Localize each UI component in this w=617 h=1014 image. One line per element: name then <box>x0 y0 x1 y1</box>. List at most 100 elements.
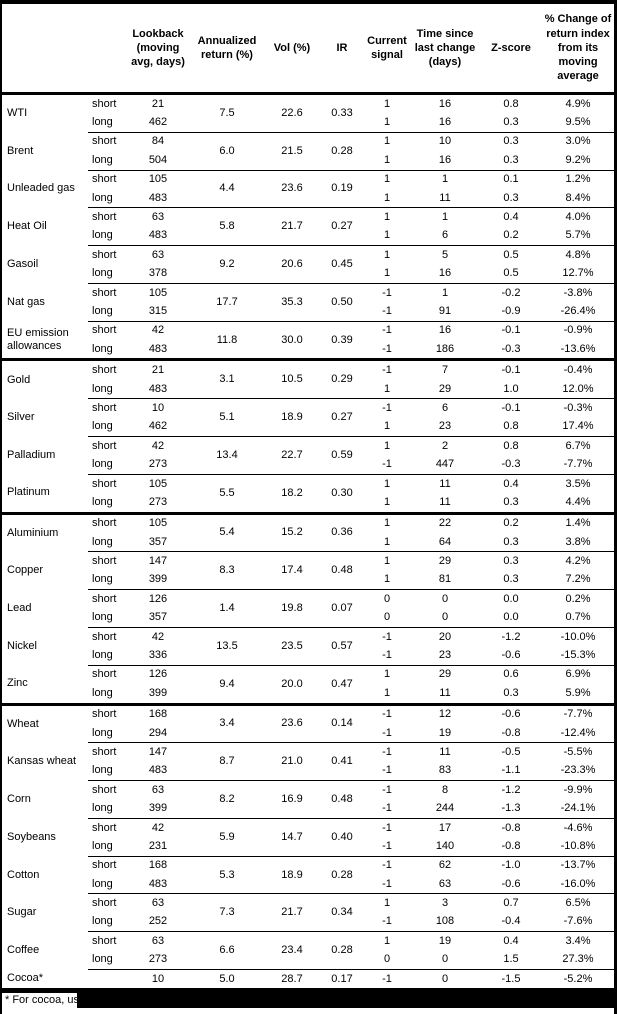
pct-change-value: 12.7% <box>562 267 594 280</box>
commodity-name: WTI <box>7 107 28 120</box>
period-label: long <box>92 116 113 129</box>
period-label: long <box>92 764 113 777</box>
lookback-value: 84 <box>126 131 190 152</box>
table-row: Aluminium short 105 5.4 15.2 0.36 1 22 0.2 1.4% <box>2 511 614 552</box>
table-row: Nickel short 42 13.5 23.5 0.57 -1 20 -1.2 -10.0% <box>2 626 614 666</box>
ir-value: 0.27 <box>320 207 364 246</box>
table-row: long 483 1 29 1.0 12.0% <box>2 380 614 399</box>
days-since-change-value: 19 <box>410 931 480 951</box>
lookback-value: 147 <box>126 742 190 762</box>
table-row: long 399 1 11 0.3 5.9% <box>2 684 614 704</box>
period-label: short <box>88 664 126 685</box>
table-row: long 315 -1 91 -0.9 -26.4% <box>2 302 614 321</box>
annualized-return-value: 5.1 <box>190 398 264 437</box>
ir-value: 0.07 <box>320 589 364 628</box>
days-since-change-value: 10 <box>410 131 480 152</box>
table-row: long 357 1 64 0.3 3.8% <box>2 533 614 552</box>
period-label: long <box>92 611 113 624</box>
table-row: long 483 -1 63 -0.6 -16.0% <box>2 875 614 894</box>
lookback-value: 273 <box>148 495 168 508</box>
pct-change-value: -7.7% <box>542 702 614 724</box>
lookback-value: 21 <box>151 97 165 110</box>
pct-change-value: -7.6% <box>563 915 593 928</box>
commodity-name: Palladium <box>7 448 56 461</box>
lookback-value: 315 <box>148 304 168 317</box>
lookback-value: 273 <box>148 458 168 471</box>
days-since-change-value: 62 <box>410 855 480 876</box>
ir-value: 0.57 <box>320 626 364 666</box>
header-annualized-return: Annualized return (%) <box>190 4 264 95</box>
zscore-value: -0.6 <box>480 702 542 724</box>
table-header: Lookback (moving avg, days) Annualized r… <box>2 4 614 95</box>
lookback-value: 483 <box>148 191 168 204</box>
days-since-change-value: 16 <box>438 116 452 129</box>
zscore-value: 0.3 <box>503 116 519 129</box>
lookback-value: 147 <box>126 551 190 571</box>
current-signal-value: -1 <box>382 802 392 815</box>
lookback-value: 21 <box>126 358 190 380</box>
zscore-value: 0.2 <box>503 229 519 242</box>
table-row: long 462 1 23 0.8 17.4% <box>2 418 614 437</box>
days-since-change-value: 447 <box>435 458 455 471</box>
table-row: long 294 -1 19 -0.8 -12.4% <box>2 724 614 743</box>
ir-value: 0.17 <box>320 968 364 989</box>
period-label: long <box>92 953 113 966</box>
table-row: Coffee short 63 6.6 23.4 0.28 1 19 0.4 3.4% <box>2 931 614 970</box>
ir-value: 0.59 <box>320 436 364 475</box>
days-since-change-value: 16 <box>438 153 452 166</box>
table-row: long 273 1 11 0.3 4.4% <box>2 493 614 513</box>
period-label: long <box>92 573 113 586</box>
days-since-change-value: 11 <box>439 686 451 699</box>
pct-change-value: 8.4% <box>565 191 591 204</box>
lookback-value: 63 <box>126 931 190 951</box>
zscore-value: 0.1 <box>480 169 542 189</box>
zscore-value: -0.1 <box>480 358 542 380</box>
ir-value: 0.27 <box>320 398 364 437</box>
pct-change-value: 9.2% <box>565 153 591 166</box>
period-label: short <box>88 169 126 189</box>
current-signal-value: 1 <box>364 893 410 913</box>
lookback-value: 294 <box>148 726 168 739</box>
current-signal-value: 0 <box>383 611 391 624</box>
lookback-value: 10 <box>126 398 190 418</box>
current-signal-value: 1 <box>383 495 391 508</box>
current-signal-value: 1 <box>364 511 410 533</box>
current-signal-value: 1 <box>383 535 391 548</box>
commodity-name: Wheat <box>2 702 88 743</box>
zscore-value: 0.3 <box>503 535 519 548</box>
vol-value: 21.0 <box>264 742 320 781</box>
current-signal-value: 1 <box>383 97 391 110</box>
vol-value: 10.5 <box>264 358 320 399</box>
days-since-change-value: 23 <box>438 420 452 433</box>
table-row: long 273 -1 447 -0.3 -7.7% <box>2 455 614 474</box>
vol-value: 16.9 <box>264 780 320 819</box>
pct-change-value: -23.3% <box>560 764 596 777</box>
days-since-change-value: 16 <box>410 320 480 341</box>
days-since-change-value: 6 <box>410 398 480 418</box>
table-row: Copper short 147 8.3 17.4 0.48 1 29 0.3 4.2% <box>2 551 614 590</box>
period-label: long <box>92 229 113 242</box>
table-row: Soybeans short 42 5.9 14.7 0.40 -1 17 -0.8 -4.6% <box>2 817 614 857</box>
commodity-name: Sugar <box>7 906 37 919</box>
table-row: long 483 -1 83 -1.1 -23.3% <box>2 762 614 781</box>
current-signal-value: 1 <box>364 245 410 265</box>
table-row: Cocoa* 10 5.0 28.7 0.17 -1 0 -1.5 -5.2% <box>2 968 614 989</box>
period-label: long <box>92 420 113 433</box>
days-since-change-value: 1 <box>410 169 480 189</box>
current-signal-value: -1 <box>364 282 410 303</box>
period-label: long <box>92 382 113 395</box>
days-since-change-value: 244 <box>435 802 455 815</box>
pct-change-value: -0.4% <box>542 358 614 380</box>
lookback-value: 483 <box>148 342 168 355</box>
period-label: short <box>88 245 126 265</box>
days-since-change-value: 1 <box>410 282 480 303</box>
table-row: long 483 -1 186 -0.3 -13.6% <box>2 340 614 360</box>
zscore-value: 0.3 <box>480 131 542 152</box>
table-row: Kansas wheat short 147 8.7 21.0 0.41 -1 11 -0.5-… <box>2 742 614 781</box>
ir-value: 0.30 <box>320 473 364 514</box>
period-label: long <box>92 304 113 317</box>
pct-change-value: -15.3% <box>560 649 596 662</box>
lookback-value: 378 <box>148 267 168 280</box>
lookback-value: 126 <box>126 589 190 609</box>
